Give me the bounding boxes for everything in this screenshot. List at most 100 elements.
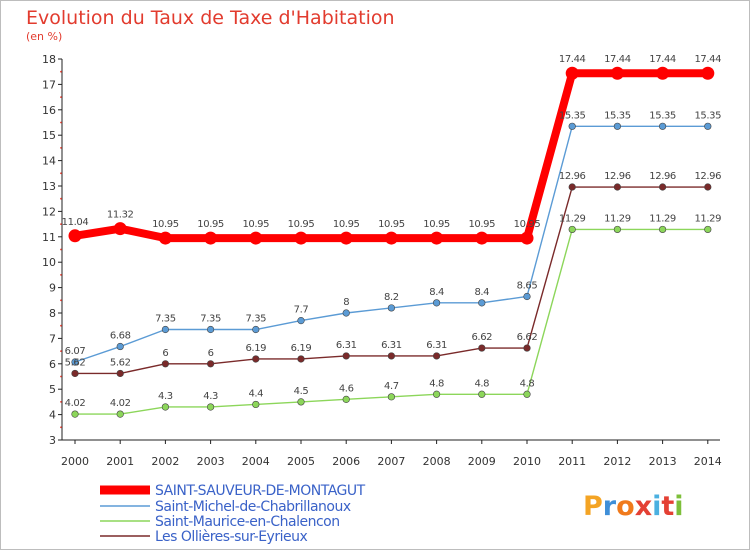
data-label: 5.62	[110, 357, 131, 368]
y-tick-label: 5	[49, 383, 56, 396]
data-label: 17.44	[559, 54, 586, 65]
chart-title: Evolution du Taux de Taxe d'Habitation	[26, 7, 395, 29]
x-tick-label: 2007	[377, 455, 405, 468]
labels-saint-michel-de-chabrillanoux: 6.07 6.68 7.35 7.35 7.35 7.7 8 8.2 8.4 8.4 8.65 15.…	[65, 110, 722, 357]
data-label: 4.6	[339, 383, 354, 394]
y-tick-label: 4	[49, 409, 56, 422]
data-point	[658, 183, 667, 191]
data-point	[704, 122, 712, 130]
data-point	[475, 231, 489, 245]
data-label: 15.35	[649, 110, 676, 121]
data-point	[207, 360, 215, 368]
data-point	[610, 66, 624, 80]
data-point	[478, 299, 486, 307]
data-point	[478, 344, 486, 352]
chart-subtitle: (en %)	[26, 30, 62, 43]
y-minor-tick	[60, 350, 62, 352]
y-minor-tick	[60, 324, 62, 327]
data-label: 10.95	[378, 219, 405, 230]
data-label: 4.3	[158, 391, 173, 402]
data-label: 8.4	[474, 287, 489, 298]
x-tick-label: 2004	[242, 455, 270, 468]
data-point	[161, 325, 169, 334]
y-tick-label: 7	[49, 332, 56, 345]
data-point	[568, 183, 576, 191]
data-label: 6.19	[291, 343, 312, 354]
y-minor-tick	[60, 147, 62, 149]
data-point	[523, 292, 531, 301]
data-label: 6.19	[245, 343, 266, 354]
data-label: 6.31	[336, 340, 357, 351]
data-point	[71, 369, 79, 378]
data-label: 17.44	[604, 54, 631, 65]
data-label: 7.35	[245, 314, 266, 325]
data-point	[430, 231, 444, 245]
data-label: 10.95	[514, 219, 541, 230]
data-point	[656, 66, 670, 80]
data-label: 4.3	[203, 391, 218, 402]
labels-les-olli-res-sur-eyrieux: 5.62 5.62 6 6 6.19 6.19 6.31 6.31 6.31 6.62 6.62 12…	[65, 171, 722, 368]
logo-letter: x	[635, 491, 652, 522]
data-label: 4.5	[294, 386, 309, 397]
proxiti-logo: Proxiti	[583, 491, 684, 522]
x-tick-label: 2013	[649, 455, 677, 468]
y-tick-label: 8	[49, 307, 56, 320]
legend-label: Saint-Maurice-en-Chalencon	[155, 514, 340, 530]
data-label: 17.44	[694, 54, 721, 65]
data-point	[658, 225, 667, 234]
x-tick-label: 2014	[694, 455, 722, 468]
data-label: 10.95	[468, 219, 495, 230]
data-label: 10.95	[333, 219, 360, 230]
data-label: 6	[162, 348, 168, 359]
data-point	[161, 360, 169, 368]
data-point	[116, 410, 124, 418]
data-label: 8	[343, 297, 349, 308]
data-point	[342, 309, 350, 317]
data-point	[207, 325, 215, 334]
data-point	[249, 231, 263, 245]
data-label: 12.96	[604, 171, 631, 182]
series-saint-sauveur-de-montagut	[68, 66, 715, 245]
data-label: 10.95	[423, 219, 450, 230]
y-minor-tick	[60, 274, 62, 276]
data-label: 11.29	[649, 213, 676, 224]
data-point	[613, 225, 622, 234]
series-layer	[68, 66, 715, 418]
y-minor-tick	[60, 197, 62, 200]
x-axis-ticks: 2000 2001 2002 2003 2004 2005 2006 2007 2008 2009…	[61, 440, 722, 468]
data-point	[252, 400, 260, 409]
data-label: 10.95	[152, 219, 179, 230]
data-point	[613, 122, 622, 130]
y-tick-label: 12	[42, 205, 56, 218]
data-point	[68, 229, 82, 243]
data-point	[704, 183, 712, 191]
labels-saint-sauveur-de-montagut: 11.04 11.32 10.95 10.95 10.95 10.95 10.95 10.95…	[62, 54, 722, 230]
data-point	[568, 122, 576, 130]
data-label: 6.31	[426, 340, 447, 351]
series-saint-maurice-en-chalencon	[71, 225, 712, 418]
legend-label: Saint-Michel-de-Chabrillanoux	[155, 499, 351, 515]
data-label: 5.62	[65, 357, 86, 368]
data-point	[116, 369, 124, 378]
y-minor-tick	[60, 248, 62, 251]
y-tick-label: 11	[42, 231, 56, 244]
data-label: 15.35	[559, 110, 586, 121]
y-tick-label: 3	[49, 434, 56, 447]
y-minor-tick	[60, 70, 62, 73]
y-tick-label: 13	[42, 180, 56, 193]
data-point	[433, 390, 441, 398]
data-label: 6.31	[381, 340, 402, 351]
data-point	[204, 231, 218, 245]
data-point	[387, 393, 396, 401]
data-point	[207, 403, 215, 411]
data-label: 12.96	[649, 171, 676, 182]
logo-letter: P	[583, 491, 603, 522]
logo-letter: o	[616, 491, 635, 522]
data-point	[387, 352, 396, 360]
y-minor-tick	[60, 299, 62, 302]
data-point	[520, 231, 534, 245]
data-label: 10.95	[242, 219, 269, 230]
data-label: 11.32	[107, 210, 134, 221]
x-tick-label: 2010	[513, 455, 541, 468]
